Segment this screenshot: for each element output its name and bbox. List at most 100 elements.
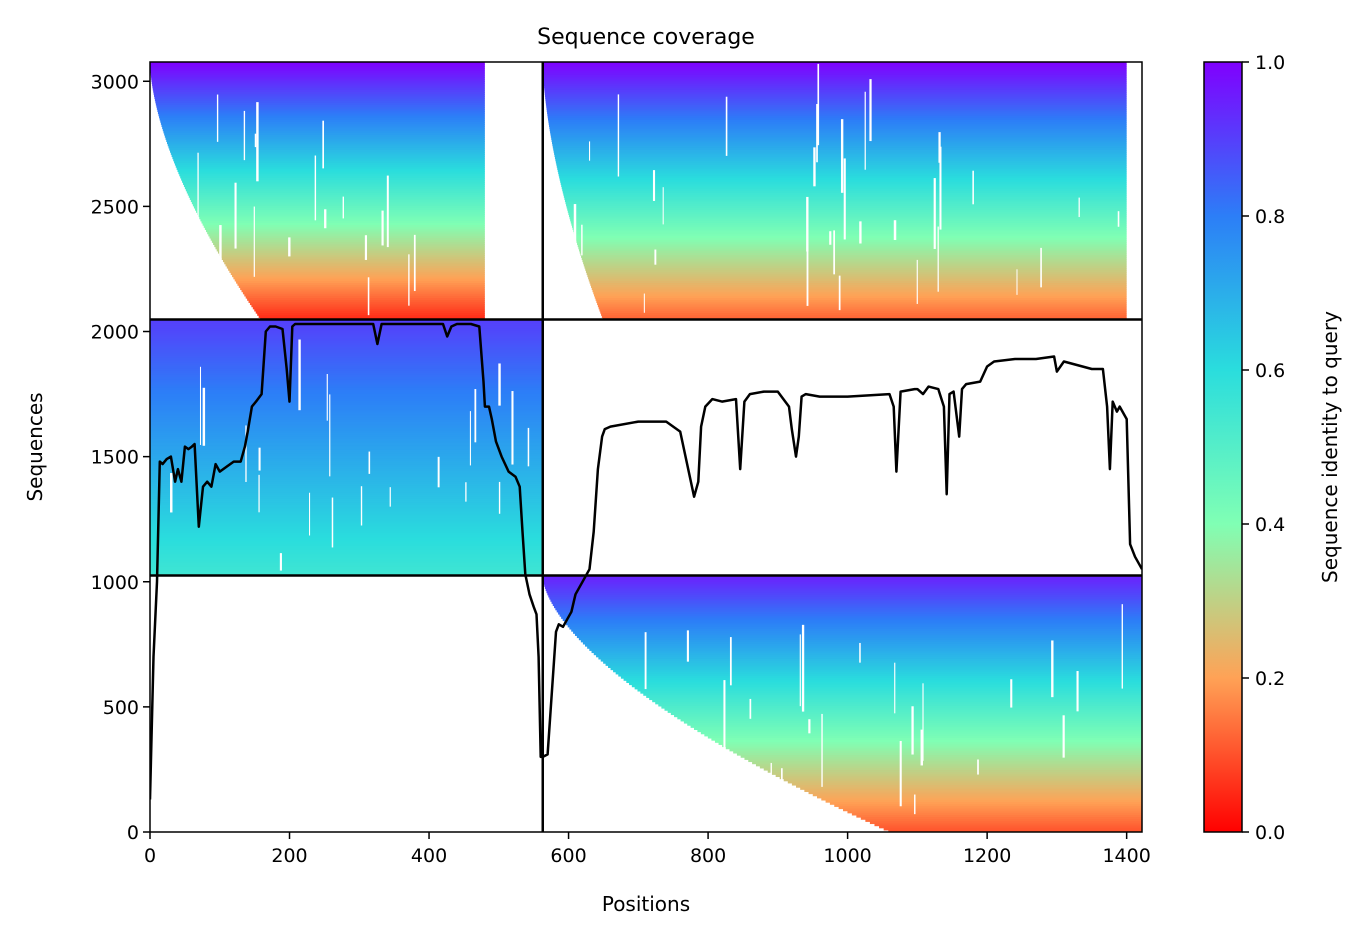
identity-band [543, 77, 1127, 80]
identity-band [150, 332, 543, 336]
identity-band [151, 77, 485, 80]
identity-band [226, 265, 485, 269]
identity-band [545, 588, 1142, 592]
identity-band [184, 186, 485, 190]
gap-mark [843, 158, 846, 240]
identity-band [631, 684, 1142, 688]
identity-band [153, 89, 485, 93]
identity-band [544, 584, 1142, 587]
identity-band [787, 780, 1142, 784]
identity-band [729, 748, 1142, 752]
identity-band [150, 490, 543, 493]
identity-band [763, 767, 1142, 771]
gap-mark [413, 234, 416, 292]
identity-band [555, 607, 1142, 611]
gap-mark [920, 729, 923, 766]
identity-band [874, 823, 1142, 827]
identity-band [150, 492, 543, 496]
gap-mark [816, 104, 818, 163]
identity-band [150, 554, 543, 557]
identity-band [569, 626, 1142, 630]
identity-band [573, 229, 1127, 233]
identity-band [597, 302, 1127, 306]
identity-band [168, 145, 485, 149]
identity-band [547, 111, 1127, 115]
identity-band [221, 257, 485, 261]
identity-band [568, 212, 1127, 215]
identity-band [646, 695, 1142, 698]
identity-band [544, 92, 1127, 95]
identity-band [150, 539, 543, 542]
chain-boundaries [150, 62, 1142, 832]
identity-band [593, 652, 1142, 656]
identity-band [561, 616, 1142, 619]
gap-mark [465, 482, 467, 502]
identity-band [193, 205, 485, 209]
identity-band [677, 716, 1142, 720]
identity-band [178, 171, 485, 175]
identity-band [578, 637, 1142, 641]
identity-band [598, 656, 1142, 660]
y-tick-label: 2500 [91, 196, 139, 218]
identity-band [150, 441, 543, 444]
identity-band [588, 276, 1127, 280]
gap-mark [838, 275, 841, 311]
gap-mark [1040, 247, 1042, 288]
identity-band [548, 117, 1127, 121]
identity-band [883, 827, 1142, 831]
identity-band [150, 534, 543, 538]
identity-band [211, 240, 485, 243]
gap-mark [360, 486, 363, 526]
gap-mark [498, 363, 501, 406]
identity-band [150, 419, 543, 423]
identity-band [579, 248, 1127, 252]
identity-band [150, 560, 543, 564]
identity-band [201, 220, 485, 224]
identity-band [552, 143, 1127, 147]
identity-band [150, 438, 543, 442]
identity-band [150, 421, 543, 425]
coverage-heatmap [150, 62, 1142, 832]
identity-band [196, 210, 485, 213]
identity-band [180, 175, 485, 179]
identity-band [767, 770, 1142, 773]
identity-band [150, 520, 543, 523]
gap-mark [408, 254, 410, 306]
gap-mark [801, 624, 805, 712]
identity-band [550, 599, 1142, 602]
identity-band [597, 304, 1127, 308]
identity-band [601, 313, 1127, 316]
identity-band [575, 237, 1127, 241]
identity-band [554, 605, 1142, 609]
identity-band [150, 549, 543, 553]
identity-band [150, 338, 543, 342]
identity-band [547, 115, 1127, 119]
identity-band [150, 507, 543, 510]
identity-band [755, 763, 1142, 767]
identity-band [237, 283, 485, 286]
gap-mark [199, 366, 202, 445]
identity-band [582, 259, 1127, 263]
identity-band [150, 513, 543, 517]
identity-band [238, 285, 485, 288]
y-tick-label: 0 [127, 822, 139, 844]
gap-mark [686, 630, 689, 662]
identity-band [150, 417, 543, 421]
identity-band [565, 201, 1127, 205]
gap-mark [911, 706, 914, 755]
identity-band [546, 107, 1127, 110]
coverage-line [150, 322, 1142, 800]
identity-band [150, 357, 543, 361]
identity-band [150, 353, 543, 357]
identity-band [170, 149, 485, 153]
gap-mark [253, 206, 255, 277]
block-bottom-right [542, 575, 1142, 832]
identity-band [860, 817, 1142, 820]
identity-band [202, 222, 485, 226]
gap-mark [617, 94, 620, 177]
identity-band [150, 530, 543, 534]
identity-band [220, 255, 485, 258]
gap-mark [511, 391, 514, 465]
identity-band [210, 237, 485, 241]
